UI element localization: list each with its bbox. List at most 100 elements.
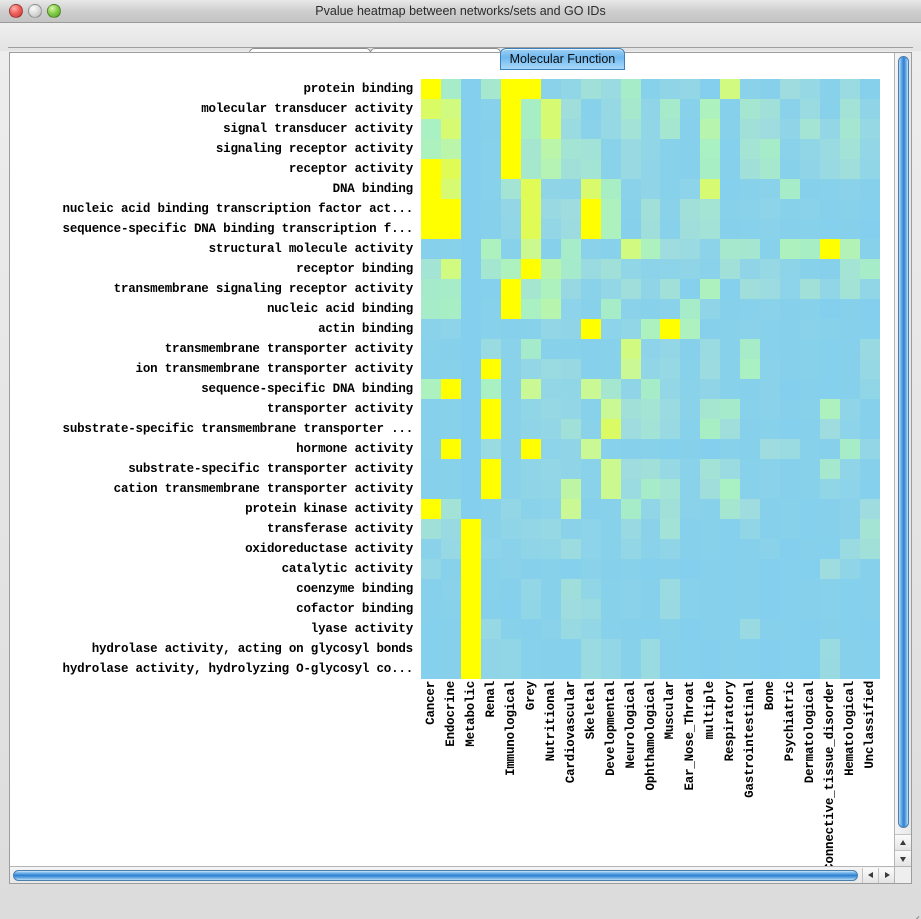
heatmap-cell[interactable] [820, 439, 841, 459]
heatmap-cell[interactable] [580, 299, 601, 319]
heatmap-cell[interactable] [720, 659, 741, 679]
heatmap-cell[interactable] [560, 379, 581, 399]
heatmap-cell[interactable] [780, 619, 801, 639]
heatmap-cell[interactable] [740, 639, 761, 659]
heatmap-cell[interactable] [800, 659, 821, 679]
heatmap-cell[interactable] [680, 619, 701, 639]
heatmap-cell[interactable] [600, 419, 621, 439]
heatmap-cell[interactable] [580, 159, 601, 179]
heatmap-cell[interactable] [820, 139, 841, 159]
heatmap-cell[interactable] [520, 219, 541, 239]
heatmap-cell[interactable] [840, 379, 861, 399]
heatmap-cell[interactable] [460, 299, 481, 319]
heatmap-cell[interactable] [600, 539, 621, 559]
heatmap-cell[interactable] [460, 339, 481, 359]
heatmap-cell[interactable] [580, 239, 601, 259]
heatmap-cell[interactable] [700, 99, 721, 119]
tab-molecular-function[interactable]: Molecular Function [499, 48, 626, 70]
heatmap-cell[interactable] [740, 619, 761, 639]
heatmap-cell[interactable] [800, 539, 821, 559]
heatmap-cell[interactable] [860, 159, 880, 179]
heatmap-cell[interactable] [540, 79, 561, 99]
heatmap-cell[interactable] [620, 159, 641, 179]
heatmap-cell[interactable] [780, 359, 801, 379]
heatmap-cell[interactable] [660, 259, 681, 279]
heatmap-cell[interactable] [580, 399, 601, 419]
heatmap-cell[interactable] [440, 579, 461, 599]
heatmap-cell[interactable] [480, 299, 501, 319]
heatmap-cell[interactable] [440, 379, 461, 399]
heatmap-cell[interactable] [680, 519, 701, 539]
heatmap-cell[interactable] [540, 319, 561, 339]
heatmap-cell[interactable] [780, 239, 801, 259]
vertical-scrollbar[interactable] [894, 53, 911, 867]
heatmap-cell[interactable] [480, 599, 501, 619]
heatmap-cell[interactable] [500, 79, 521, 99]
heatmap-cell[interactable] [560, 659, 581, 679]
heatmap-cell[interactable] [560, 599, 581, 619]
heatmap-cell[interactable] [840, 79, 861, 99]
heatmap-cell[interactable] [421, 219, 441, 239]
heatmap-cell[interactable] [580, 339, 601, 359]
heatmap-cell[interactable] [780, 479, 801, 499]
heatmap-cell[interactable] [580, 279, 601, 299]
heatmap-cell[interactable] [820, 379, 841, 399]
heatmap-cell[interactable] [580, 559, 601, 579]
heatmap-cell[interactable] [620, 119, 641, 139]
heatmap-cell[interactable] [780, 439, 801, 459]
heatmap-cell[interactable] [600, 639, 621, 659]
heatmap-cell[interactable] [640, 399, 661, 419]
heatmap-cell[interactable] [680, 119, 701, 139]
heatmap-cell[interactable] [560, 359, 581, 379]
heatmap-cell[interactable] [460, 399, 481, 419]
heatmap-cell[interactable] [620, 179, 641, 199]
heatmap-cell[interactable] [540, 399, 561, 419]
heatmap-cell[interactable] [440, 219, 461, 239]
heatmap-cell[interactable] [740, 219, 761, 239]
heatmap-cell[interactable] [660, 439, 681, 459]
heatmap-cell[interactable] [740, 279, 761, 299]
heatmap-cell[interactable] [780, 639, 801, 659]
heatmap-cell[interactable] [421, 579, 441, 599]
heatmap-cell[interactable] [820, 259, 841, 279]
heatmap-cell[interactable] [840, 559, 861, 579]
heatmap-cell[interactable] [800, 219, 821, 239]
heatmap-cell[interactable] [740, 599, 761, 619]
heatmap-cell[interactable] [700, 639, 721, 659]
heatmap-cell[interactable] [620, 259, 641, 279]
heatmap-cell[interactable] [560, 239, 581, 259]
heatmap-cell[interactable] [540, 239, 561, 259]
heatmap-cell[interactable] [660, 499, 681, 519]
heatmap-cell[interactable] [460, 559, 481, 579]
heatmap-cell[interactable] [480, 259, 501, 279]
heatmap-cell[interactable] [440, 639, 461, 659]
heatmap-cell[interactable] [780, 99, 801, 119]
heatmap-cell[interactable] [720, 559, 741, 579]
heatmap-cell[interactable] [800, 79, 821, 99]
heatmap-cell[interactable] [860, 659, 880, 679]
heatmap-cell[interactable] [660, 99, 681, 119]
zoom-window-button[interactable] [47, 4, 61, 18]
heatmap-cell[interactable] [600, 79, 621, 99]
heatmap-cell[interactable] [700, 439, 721, 459]
heatmap-cell[interactable] [740, 439, 761, 459]
heatmap-cell[interactable] [820, 179, 841, 199]
heatmap-cell[interactable] [840, 259, 861, 279]
heatmap-cell[interactable] [540, 339, 561, 359]
heatmap-cell[interactable] [540, 419, 561, 439]
heatmap-cell[interactable] [760, 199, 781, 219]
vertical-scrollbar-thumb[interactable] [898, 56, 909, 828]
heatmap-cell[interactable] [480, 559, 501, 579]
heatmap-cell[interactable] [620, 499, 641, 519]
heatmap-cell[interactable] [780, 179, 801, 199]
heatmap-cell[interactable] [740, 419, 761, 439]
heatmap-cell[interactable] [500, 159, 521, 179]
heatmap-cell[interactable] [860, 139, 880, 159]
heatmap-cell[interactable] [780, 499, 801, 519]
heatmap-cell[interactable] [421, 279, 441, 299]
heatmap-cell[interactable] [421, 99, 441, 119]
heatmap-cell[interactable] [740, 519, 761, 539]
heatmap-cell[interactable] [660, 119, 681, 139]
heatmap-cell[interactable] [860, 519, 880, 539]
heatmap-cell[interactable] [620, 379, 641, 399]
